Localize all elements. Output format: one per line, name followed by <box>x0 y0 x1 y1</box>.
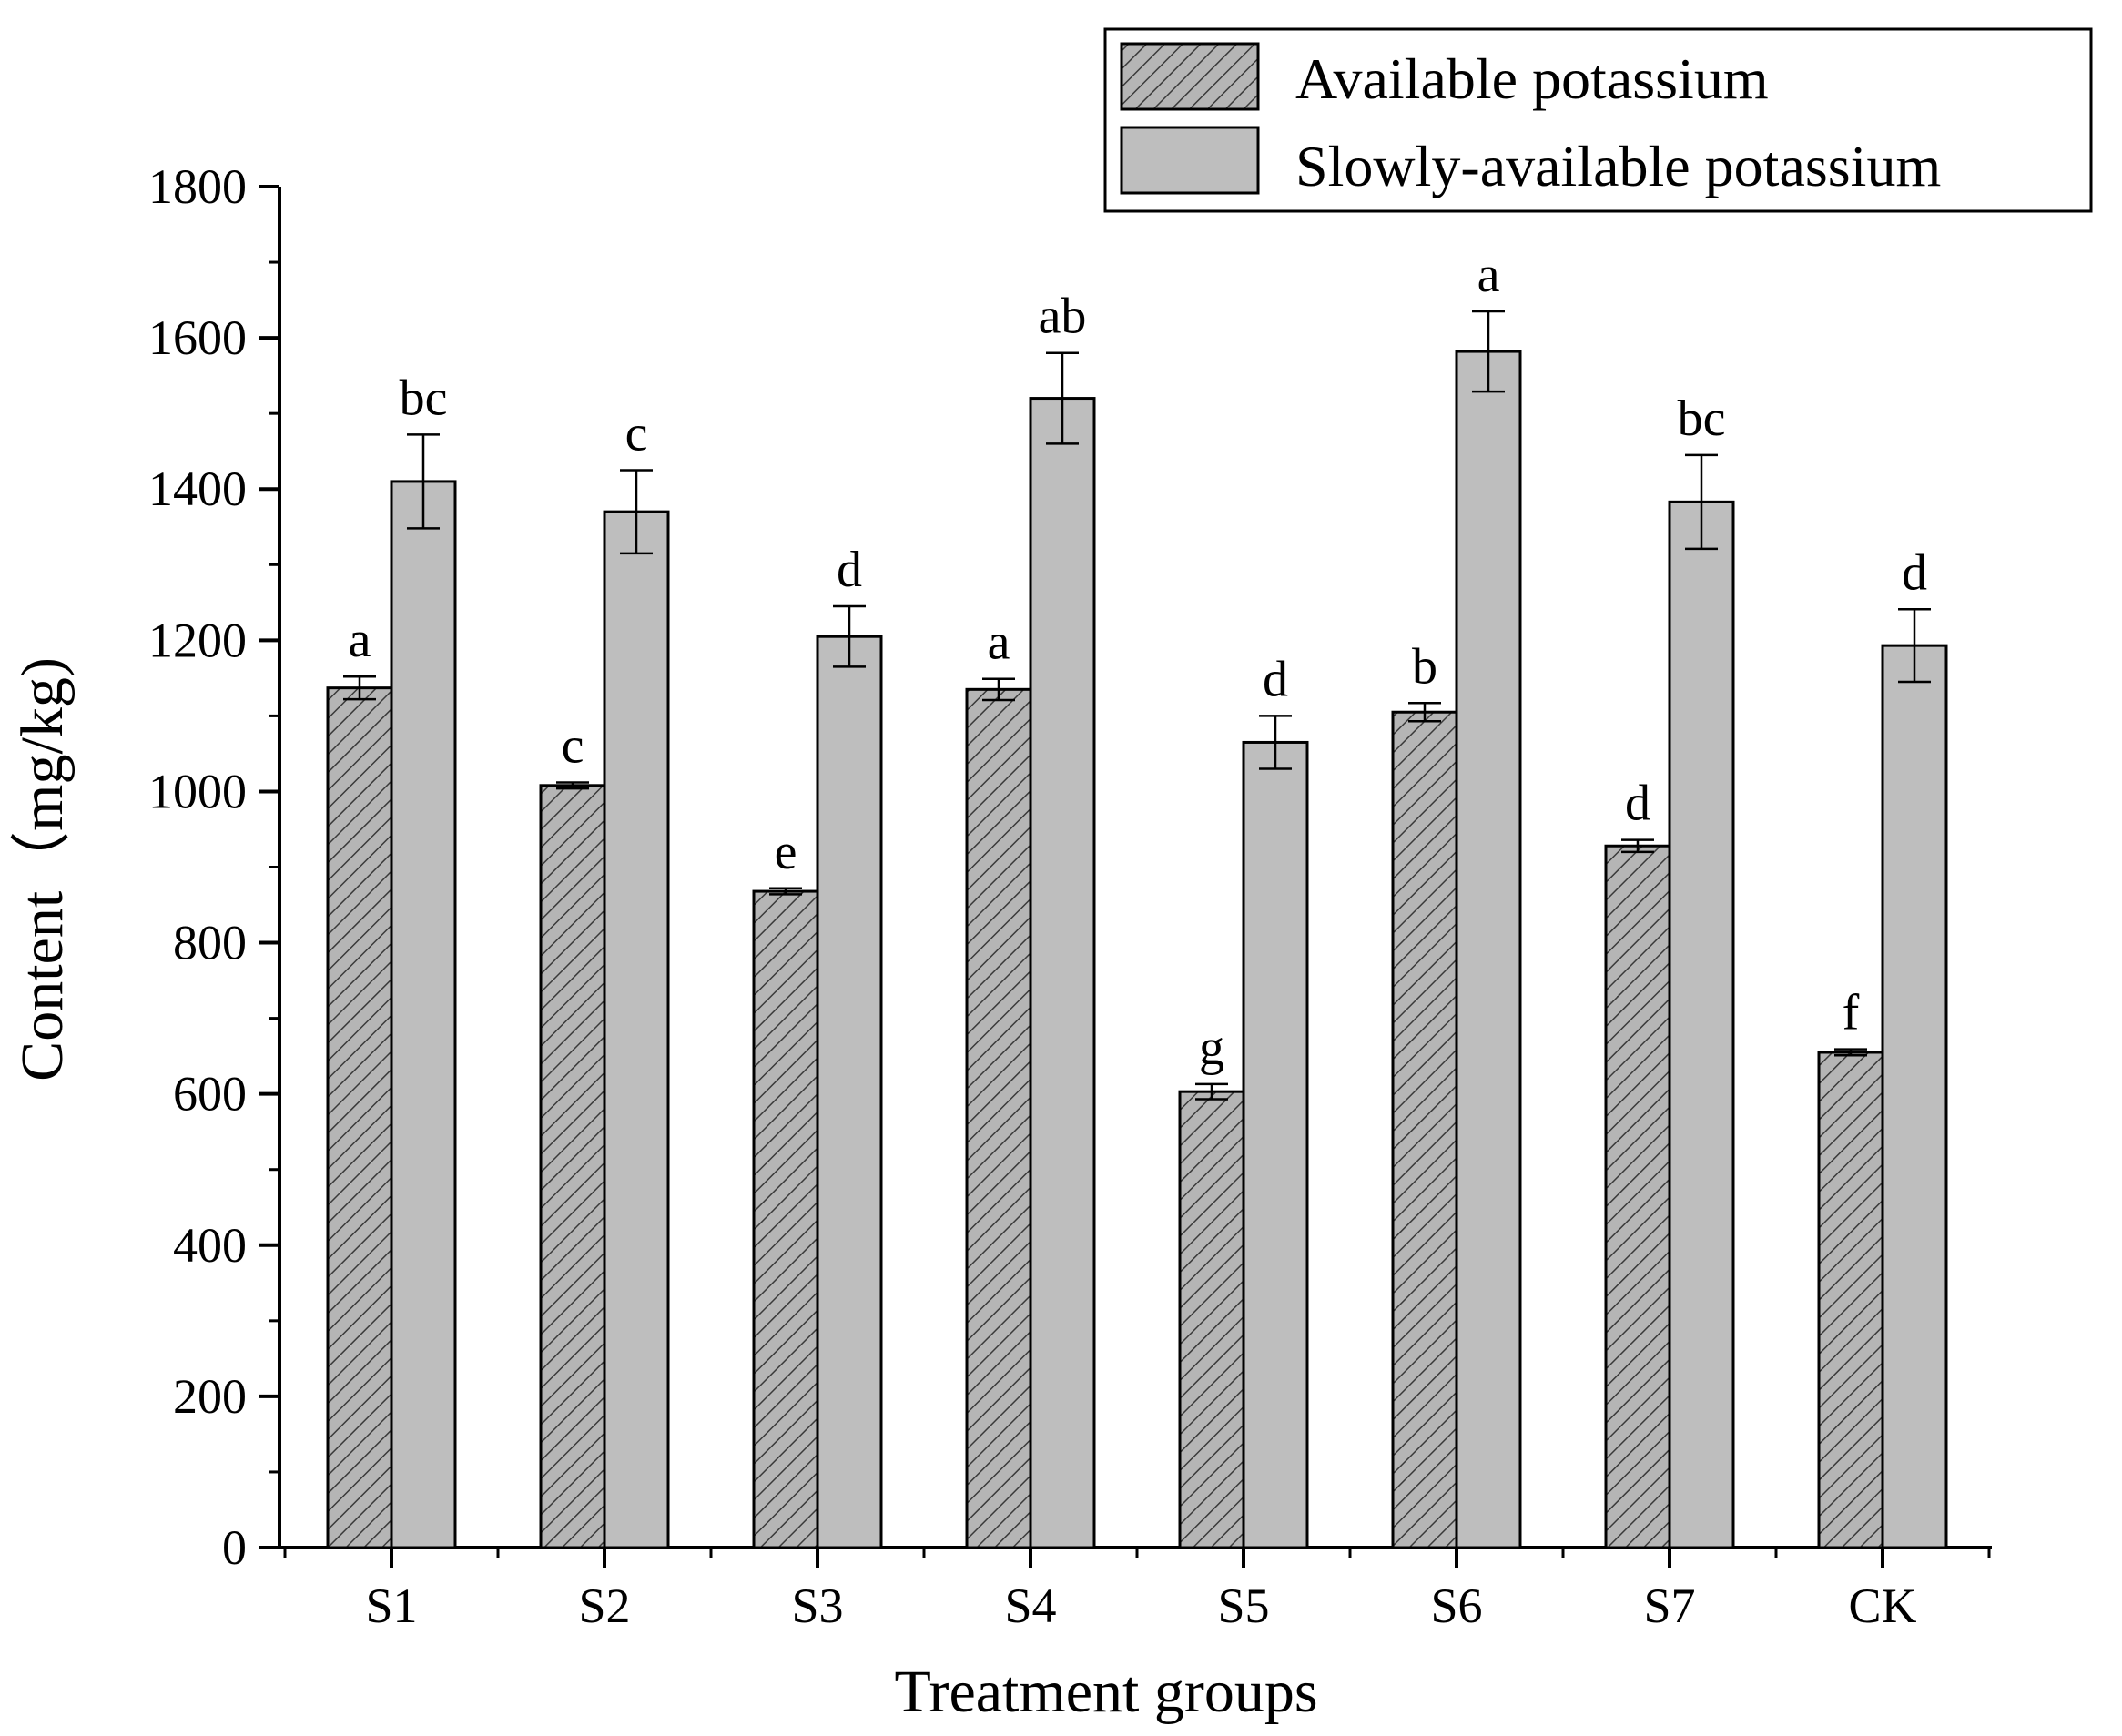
bar-slowly-available <box>390 480 457 1549</box>
bar-slowly-available <box>1881 644 1948 1549</box>
significance-label-slowly-available: d <box>1902 544 1927 601</box>
bar-available <box>1391 710 1458 1549</box>
legend-frame <box>1103 27 2093 213</box>
significance-label-slowly-available: ab <box>1039 289 1087 345</box>
significance-label-available: a <box>988 614 1010 671</box>
significance-label-slowly-available: bc <box>1678 391 1726 447</box>
bar-slowly-available <box>816 635 883 1549</box>
y-tick-label: 800 <box>173 916 247 970</box>
significance-label-available: g <box>1199 1020 1224 1076</box>
legend-label-available: Available potassium <box>1295 46 1769 111</box>
x-tick-label: S6 <box>1430 1579 1482 1633</box>
bar-slowly-available <box>1668 500 1735 1549</box>
y-tick-label: 1200 <box>148 613 247 667</box>
x-tick-label: S3 <box>791 1579 843 1633</box>
bar-available <box>1604 844 1671 1549</box>
bar-available <box>1178 1090 1245 1549</box>
y-tick-label: 0 <box>222 1520 247 1575</box>
significance-label-available: b <box>1412 638 1437 695</box>
bar-slowly-available <box>603 510 670 1549</box>
significance-label-slowly-available: c <box>625 405 648 462</box>
y-tick-label: 400 <box>173 1218 247 1273</box>
significance-label-slowly-available: d <box>1263 651 1288 707</box>
significance-label-available: d <box>1625 776 1650 832</box>
x-tick-label: S1 <box>365 1579 417 1633</box>
legend-label-slowly-available: Slowly-available potassium <box>1295 134 1941 198</box>
legend: Available potassium Slowly-available pot… <box>1103 27 2093 213</box>
significance-label-slowly-available: a <box>1477 247 1500 303</box>
bar-available <box>539 784 606 1549</box>
y-tick-label: 1800 <box>148 159 247 214</box>
x-tick-label: S4 <box>1004 1579 1056 1633</box>
bar-slowly-available <box>1455 350 1522 1549</box>
y-tick-label: 200 <box>173 1369 247 1424</box>
significance-label-slowly-available: bc <box>400 370 448 426</box>
x-tick-label: S2 <box>578 1579 630 1633</box>
bar-available <box>326 686 393 1549</box>
significance-label-available: c <box>562 717 584 774</box>
bar-available <box>1817 1051 1884 1549</box>
x-tick-label: S5 <box>1217 1579 1269 1633</box>
significance-label-available: e <box>775 824 797 880</box>
bar-slowly-available <box>1029 397 1096 1549</box>
y-tick-label: 1400 <box>148 462 247 516</box>
y-axis-title: Content（mg/kg) <box>9 657 76 1081</box>
x-tick-label: S7 <box>1643 1579 1695 1633</box>
bar-available <box>752 889 819 1549</box>
plot-area: 0 200 400 600 800 1000 1200 1400 1600 1800 S1 S2 S3 S… <box>148 159 1992 1633</box>
legend-swatch-slowly-available <box>1120 126 1260 195</box>
y-tick-label: 1600 <box>148 310 247 365</box>
significance-label-slowly-available: d <box>837 542 862 598</box>
y-tick-label: 1000 <box>148 764 247 818</box>
y-tick-label: 600 <box>173 1067 247 1122</box>
significance-label-available: f <box>1843 985 1860 1041</box>
bar-slowly-available <box>1242 740 1309 1549</box>
x-axis-title: Treatment groups <box>894 1659 1317 1725</box>
significance-label-available: a <box>349 612 371 668</box>
x-tick-label: CK <box>1848 1579 1916 1633</box>
legend-swatch-available <box>1120 42 1260 111</box>
bar-available <box>965 687 1032 1549</box>
